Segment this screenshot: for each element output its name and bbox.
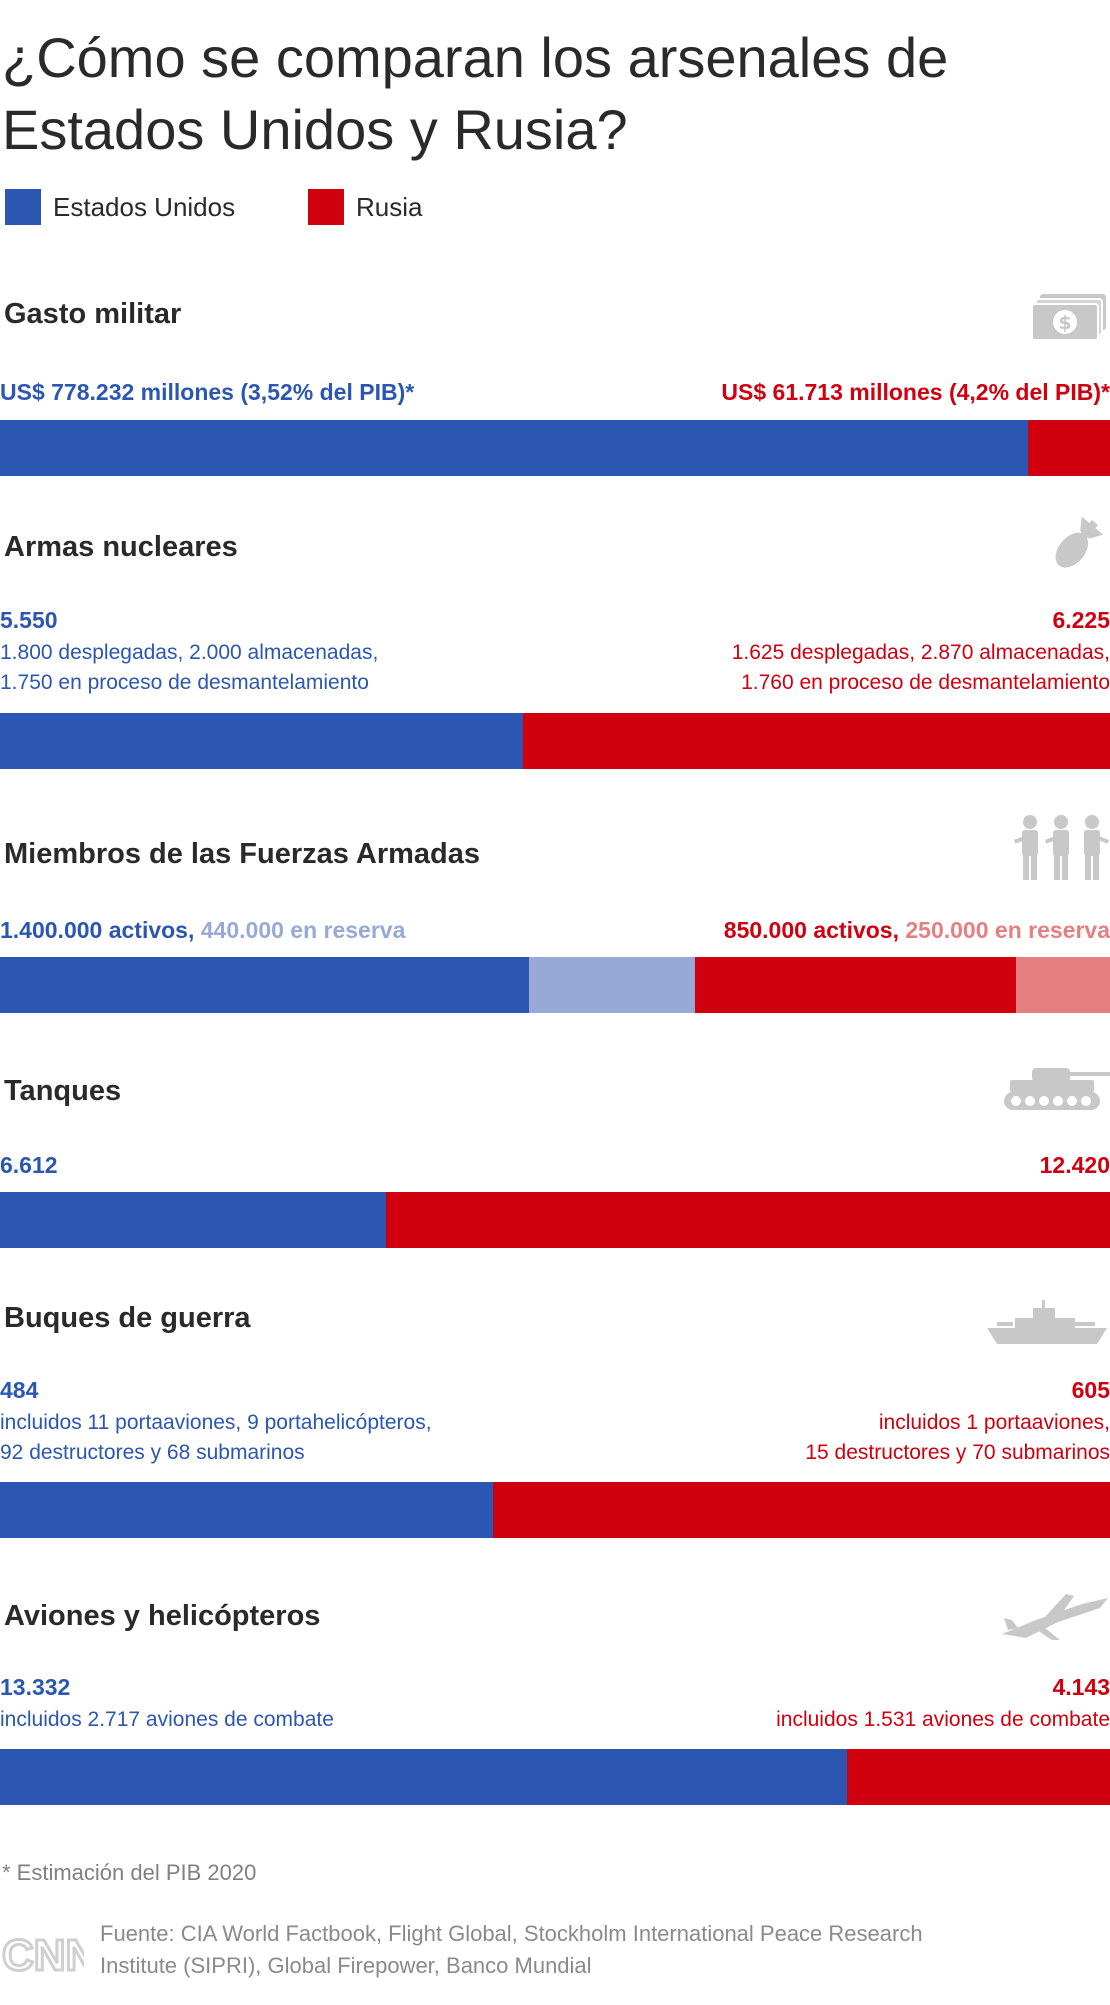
logo-text: CNN (2, 1931, 84, 1980)
gasto-bar-ru (1028, 420, 1110, 476)
buques-us-label: 484 (0, 1377, 39, 1403)
bomb-icon (1055, 516, 1104, 568)
title-line-2: Estados Unidos y Rusia? (2, 98, 628, 161)
chart-title: ¿Cómo se comparan los arsenales de Estad… (2, 22, 1102, 166)
nucleares-bar-us (0, 713, 523, 769)
nucleares-ru-label: 6.225 (1052, 607, 1110, 633)
tanques-bar (0, 1192, 1110, 1248)
aviones-bar-ru (847, 1749, 1110, 1805)
fuerzas-us-reserve: 440.000 en reserva (200, 917, 406, 943)
aviones-ru-label: 4.143 (1052, 1674, 1110, 1700)
section-title-buques: Buques de guerra (4, 1302, 251, 1334)
fuerzas-bar-us-active (0, 957, 529, 1013)
svg-text:$: $ (1058, 312, 1071, 334)
fuerzas-bar-ru-active (695, 957, 1016, 1013)
fuerzas-bar-us-reserve (529, 957, 695, 1013)
aviones-bar-us (0, 1749, 847, 1805)
gasto-us-label: US$ 778.232 millones (3,52% del PIB)* (0, 379, 415, 405)
legend-label-us: Estados Unidos (53, 191, 236, 222)
warship-icon (987, 1300, 1107, 1344)
section-title-aviones: Aviones y helicópteros (4, 1600, 321, 1632)
buques-ru-detail-2: 15 destructores y 70 submarinos (805, 1441, 1110, 1464)
nucleares-ru-detail-2: 1.760 en proceso de desmantelamiento (741, 671, 1110, 694)
fuerzas-ru-label: 850.000 activos, 250.000 en reserva (724, 915, 1110, 945)
nucleares-us-detail-1: 1.800 desplegadas, 2.000 almacenadas, (0, 641, 379, 664)
cnn-logo: CNN (1, 1930, 85, 1982)
buques-us-detail-2: 92 destructores y 68 submarinos (0, 1441, 305, 1464)
soldiers-icon (1013, 815, 1110, 880)
nucleares-ru-detail-1: 1.625 desplegadas, 2.870 almacenadas, (731, 641, 1110, 664)
buques-ru-label: 605 (1071, 1377, 1110, 1403)
footnote: * Estimación del PIB 2020 (2, 1860, 257, 1885)
buques-ru-detail-1: incluidos 1 portaaviones, (878, 1411, 1110, 1434)
nucleares-us-detail-2: 1.750 en proceso de desmantelamiento (0, 671, 369, 694)
aviones-bar (0, 1749, 1110, 1805)
fuerzas-ru-reserve: 250.000 en reserva (905, 917, 1110, 943)
legend-item-us: Estados Unidos (5, 188, 235, 226)
fuerzas-us-label: 1.400.000 activos, 440.000 en reserva (0, 915, 405, 945)
tanques-bar-us (0, 1192, 386, 1248)
buques-us-detail-1: incluidos 11 portaaviones, 9 portahelicó… (0, 1411, 432, 1434)
fuerzas-bar-ru-reserve (1016, 957, 1110, 1013)
tank-icon (1004, 1068, 1110, 1110)
legend-item-ru: Rusia (308, 188, 422, 226)
title-line-1: ¿Cómo se comparan los arsenales de (2, 26, 949, 89)
section-title-fuerzas: Miembros de las Fuerzas Armadas (4, 838, 480, 870)
section-title-nucleares: Armas nucleares (4, 531, 238, 563)
section-title-gasto: Gasto militar (4, 298, 182, 330)
jet-icon (1002, 1594, 1108, 1640)
aviones-ru-detail-1: incluidos 1.531 aviones de combate (776, 1708, 1110, 1731)
nucleares-bar (0, 713, 1110, 769)
source-line-2: Institute (SIPRI), Global Firepower, Ban… (100, 1953, 592, 1978)
nucleares-us-label: 5.550 (0, 607, 58, 633)
legend-swatch-us (5, 189, 41, 225)
source: Fuente: CIA World Factbook, Flight Globa… (100, 1918, 1060, 1982)
money-icon: $ (1031, 294, 1106, 341)
section-title-tanques: Tanques (4, 1075, 122, 1107)
tanques-us-label: 6.612 (0, 1152, 58, 1178)
buques-bar-us (0, 1482, 493, 1538)
aviones-us-label: 13.332 (0, 1674, 71, 1700)
tanques-bar-ru (386, 1192, 1110, 1248)
buques-bar (0, 1482, 1110, 1538)
legend: Estados Unidos Rusia (5, 188, 605, 226)
fuerzas-us-active: 1.400.000 activos, (0, 917, 195, 943)
aviones-us-detail-1: incluidos 2.717 aviones de combate (0, 1708, 334, 1731)
source-line-1: Fuente: CIA World Factbook, Flight Globa… (100, 1921, 923, 1946)
legend-swatch-ru (308, 189, 344, 225)
gasto-ru-label: US$ 61.713 millones (4,2% del PIB)* (721, 379, 1110, 405)
gasto-bar (0, 420, 1110, 476)
gasto-bar-us (0, 420, 1028, 476)
fuerzas-bar (0, 957, 1110, 1013)
buques-bar-ru (493, 1482, 1110, 1538)
tanques-ru-label: 12.420 (1039, 1152, 1110, 1178)
nucleares-bar-ru (523, 713, 1110, 769)
fuerzas-ru-active: 850.000 activos, (723, 917, 899, 943)
legend-label-ru: Rusia (356, 191, 423, 222)
